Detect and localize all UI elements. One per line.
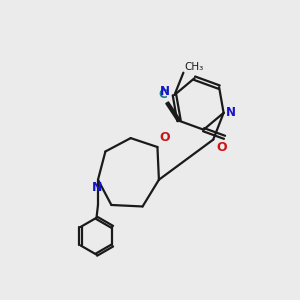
Text: C: C (158, 88, 167, 101)
Text: O: O (217, 141, 227, 154)
Text: O: O (159, 131, 169, 144)
Text: N: N (160, 85, 170, 98)
Text: N: N (226, 106, 236, 119)
Text: N: N (92, 181, 103, 194)
Text: CH₃: CH₃ (185, 61, 204, 71)
